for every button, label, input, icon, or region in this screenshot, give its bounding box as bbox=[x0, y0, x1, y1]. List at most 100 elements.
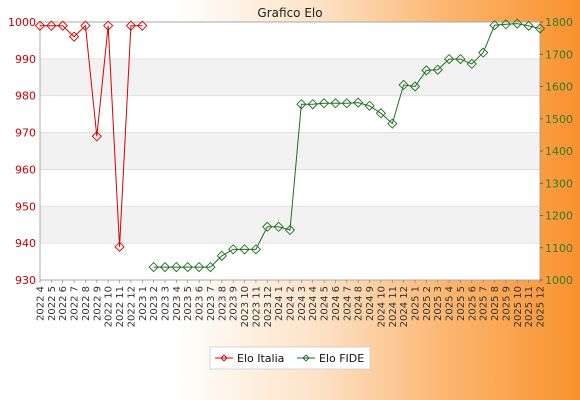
x-tick-label: 2023 8 bbox=[217, 286, 228, 321]
chart-title: Grafico Elo bbox=[257, 6, 322, 20]
x-tick-label: 2024 11 bbox=[388, 286, 399, 327]
y-right-tick-label: 1400 bbox=[545, 145, 573, 158]
data-point-elo-fide bbox=[318, 98, 330, 109]
y-right-tick-label: 1100 bbox=[545, 242, 573, 255]
data-point-elo-fide bbox=[398, 79, 409, 91]
x-tick-label: 2023 5 bbox=[183, 286, 194, 321]
data-point-elo-fide bbox=[216, 250, 227, 261]
x-tick-label: 2024 12 bbox=[399, 286, 410, 327]
data-point-elo-fide bbox=[500, 19, 512, 30]
x-tick-label: 2024 9 bbox=[365, 286, 376, 321]
legend-marker-elo-fide bbox=[302, 354, 310, 362]
x-tick-label: 2025 9 bbox=[501, 286, 512, 321]
y-right-tick-label: 1000 bbox=[545, 274, 573, 287]
data-point-elo-italia bbox=[91, 131, 102, 142]
x-tick-label: 2023 4 bbox=[172, 286, 183, 321]
data-point-elo-fide bbox=[534, 23, 546, 34]
data-point-elo-fide bbox=[296, 99, 307, 110]
plot-band bbox=[40, 132, 540, 170]
y-left-tick-label: 970 bbox=[15, 127, 36, 140]
legend: Elo Italia Elo FIDE bbox=[209, 346, 371, 370]
x-tick-label: 2023 6 bbox=[195, 286, 206, 321]
x-tick-label: 2024 8 bbox=[354, 286, 365, 321]
plot-band bbox=[40, 169, 540, 207]
data-point-elo-fide bbox=[455, 53, 466, 65]
x-tick-label: 2023 7 bbox=[206, 286, 217, 321]
data-point-elo-italia bbox=[114, 241, 125, 252]
x-tick-label: 2024 6 bbox=[331, 286, 342, 321]
data-point-elo-italia bbox=[57, 20, 68, 31]
x-tick-label: 2024 5 bbox=[320, 286, 331, 321]
data-point-elo-fide bbox=[478, 47, 489, 58]
x-tick-label: 2022 9 bbox=[92, 286, 103, 321]
data-point-elo-fide bbox=[330, 98, 341, 109]
data-point-elo-fide bbox=[171, 261, 182, 273]
y-right-tick-label: 1600 bbox=[545, 81, 573, 94]
data-point-elo-fide bbox=[387, 118, 398, 129]
data-point-elo-fide bbox=[193, 261, 205, 273]
data-point-elo-fide bbox=[432, 64, 443, 75]
y-left-tick-label: 930 bbox=[15, 274, 36, 287]
x-tick-label: 2024 4 bbox=[308, 286, 319, 321]
data-point-elo-fide bbox=[250, 244, 262, 255]
series-line-elo-fide bbox=[153, 23, 541, 268]
data-point-elo-italia bbox=[125, 20, 137, 31]
y-left-tick-label: 940 bbox=[15, 237, 36, 250]
data-point-elo-fide bbox=[353, 97, 364, 108]
data-point-elo-fide bbox=[466, 58, 477, 70]
y-left-tick-label: 1000 bbox=[8, 16, 36, 29]
x-tick-label: 2025 3 bbox=[433, 286, 444, 321]
plot-band bbox=[40, 243, 540, 280]
legend-label-elo-italia: Elo Italia bbox=[237, 352, 284, 365]
y-right-tick-label: 1300 bbox=[545, 177, 573, 190]
x-tick-label: 2022 10 bbox=[104, 286, 115, 327]
legend-box bbox=[209, 346, 371, 370]
data-point-elo-fide bbox=[341, 98, 352, 109]
data-point-elo-italia bbox=[137, 20, 148, 31]
data-point-elo-fide bbox=[512, 18, 523, 29]
x-tick-label: 2025 2 bbox=[422, 286, 433, 321]
legend-label-elo-fide: Elo FIDE bbox=[319, 352, 364, 365]
data-point-elo-italia bbox=[103, 20, 114, 31]
x-tick-label: 2023 10 bbox=[240, 286, 251, 327]
data-point-elo-fide bbox=[284, 224, 296, 236]
x-tick-label: 2022 4 bbox=[36, 286, 47, 321]
x-tick-label: 2022 11 bbox=[115, 286, 126, 327]
data-point-elo-fide bbox=[523, 20, 534, 32]
data-point-elo-fide bbox=[182, 261, 193, 273]
x-tick-label: 2023 3 bbox=[161, 286, 172, 321]
data-point-elo-fide bbox=[307, 99, 318, 110]
x-tick-label: 2023 1 bbox=[138, 286, 149, 321]
data-point-elo-italia bbox=[80, 20, 91, 31]
plot-band bbox=[40, 58, 540, 96]
x-tick-label: 2023 12 bbox=[263, 286, 274, 327]
x-tick-label: 2025 12 bbox=[536, 286, 547, 327]
x-tick-label: 2024 1 bbox=[274, 286, 285, 321]
x-tick-label: 2023 2 bbox=[149, 286, 160, 321]
x-tick-label: 2022 6 bbox=[58, 286, 69, 321]
x-tick-label: 2023 9 bbox=[229, 286, 240, 321]
x-tick-label: 2025 1 bbox=[411, 286, 422, 321]
x-tick-label: 2024 10 bbox=[376, 286, 387, 327]
data-point-elo-fide bbox=[364, 100, 375, 111]
x-tick-label: 2025 8 bbox=[490, 286, 501, 321]
x-tick-label: 2025 7 bbox=[479, 286, 490, 321]
data-point-elo-fide bbox=[148, 261, 159, 273]
data-point-elo-fide bbox=[409, 81, 421, 92]
y-right-tick-label: 1500 bbox=[545, 113, 573, 126]
y-right-tick-label: 1800 bbox=[545, 16, 573, 29]
x-tick-label: 2022 8 bbox=[81, 286, 92, 321]
y-left-tick-label: 990 bbox=[15, 53, 36, 66]
series-line-elo-italia bbox=[40, 24, 143, 247]
data-point-elo-fide bbox=[489, 20, 500, 31]
x-tick-label: 2024 3 bbox=[297, 286, 308, 321]
y-right-tick-label: 1700 bbox=[545, 48, 573, 61]
data-point-elo-fide bbox=[421, 65, 432, 76]
y-left-tick-label: 950 bbox=[15, 200, 36, 213]
legend-marker-elo-italia bbox=[220, 354, 228, 362]
data-point-elo-fide bbox=[375, 108, 387, 119]
data-point-elo-fide bbox=[239, 244, 250, 255]
x-tick-label: 2022 12 bbox=[126, 286, 137, 327]
